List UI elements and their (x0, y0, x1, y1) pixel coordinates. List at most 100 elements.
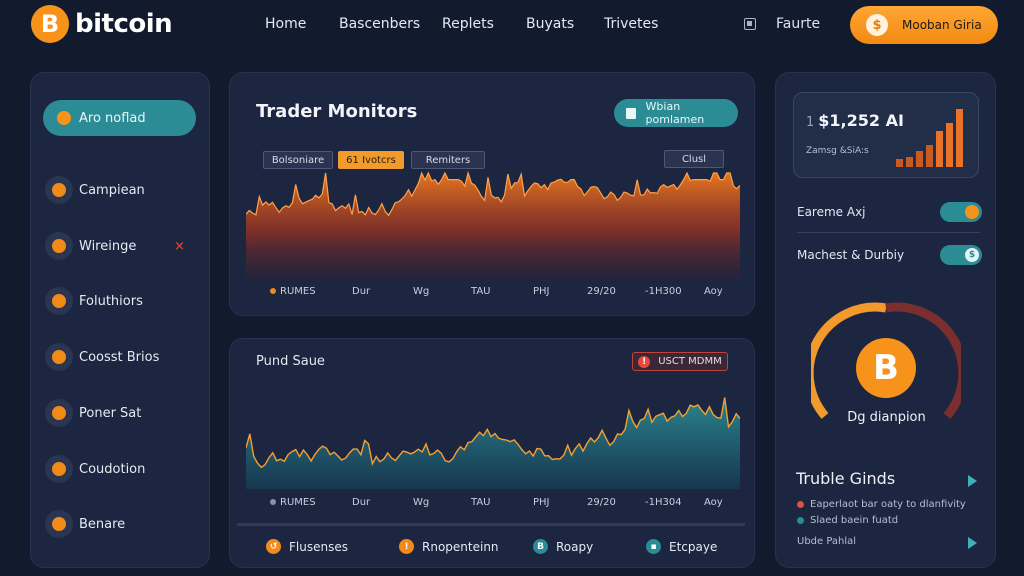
nav-favorite[interactable]: Faurte (744, 16, 820, 32)
nav-item-replets[interactable]: Replets (442, 16, 494, 32)
cta-label: Mooban Giria (902, 18, 982, 32)
x-axis-label: PHJ (533, 497, 550, 508)
mini-bar (956, 109, 963, 167)
x-axis-label: 29/20 (587, 286, 616, 297)
sidebar-item-poner-sat[interactable]: Poner Sat (45, 398, 205, 428)
chart-legend: RUMES (270, 286, 316, 297)
sidebar-item-label: Poner Sat (79, 405, 142, 421)
mini-bar (936, 131, 943, 167)
chart-legend: RUMES (270, 497, 316, 508)
mini-bar (916, 151, 923, 167)
dollar-icon: $ (965, 248, 979, 262)
x-axis-label: Dur (352, 497, 371, 508)
bottom-item-flusenses[interactable]: ↺ Flusenses (266, 539, 348, 554)
dollar-icon: $ (866, 14, 888, 36)
nav-item-trivetes[interactable]: Trivetes (604, 16, 659, 32)
trouble-item-label: Eaperlaot bar oaty to dlanfivity (810, 499, 966, 510)
price-card: 1 $1,252 AI Zamsg &SiA:s (793, 92, 979, 178)
wallet-icon: ▪ (646, 539, 661, 554)
alert-icon: ! (638, 355, 651, 368)
warning-chip[interactable]: ! USCT MDMM (632, 352, 728, 371)
bottom-item-roapy[interactable]: B Roapy (533, 539, 593, 554)
trouble-item-label: Slaed baein fuatd (810, 515, 899, 526)
bitcoin-coin-icon: B (31, 5, 69, 43)
toggle-switch[interactable] (940, 202, 982, 222)
sidebar-item-active[interactable]: Aro noflad (43, 100, 196, 136)
bottom-item-label: Rnopenteinn (422, 539, 499, 554)
sidebar-item-label: Campiean (79, 182, 145, 198)
toggle-machest[interactable]: Machest & Durbiy $ (797, 243, 982, 267)
x-axis-label: Aoy (704, 497, 723, 508)
trader-monitor-panel: Trader Monitors Wbian pomlamen Bolsoniar… (229, 72, 755, 316)
panel-title: Pund Saue (256, 354, 325, 369)
toggle-switch[interactable]: $ (940, 245, 982, 265)
x-axis-label: -1H304 (645, 497, 682, 508)
brand-logo[interactable]: B bitcoin (31, 5, 173, 43)
price-value: 1 $1,252 AI (806, 111, 904, 130)
toggle-knob (965, 205, 979, 219)
coin-icon (57, 111, 71, 125)
nav-item-bascenbers[interactable]: Bascenbers (339, 16, 421, 32)
warning-label: USCT MDMM (658, 356, 722, 367)
nav-item-home[interactable]: Home (265, 16, 307, 32)
trouble-title: Truble Ginds (796, 469, 896, 488)
x-axis-label: 29/20 (587, 497, 616, 508)
sidebar-item-label: Aro noflad (79, 110, 146, 126)
price-area-chart (246, 171, 740, 279)
trouble-item[interactable]: Slaed baein fuatd (797, 515, 898, 526)
nav-item-buyats[interactable]: Buyats (526, 16, 575, 32)
status-dot (797, 517, 804, 524)
clusl-chip[interactable]: Clusl (664, 150, 724, 168)
price-subtitle: Zamsg &SiA:s (806, 146, 869, 156)
x-axis-label: PHJ (533, 286, 550, 297)
sidebar-item-label: Coosst Brios (79, 349, 160, 365)
tab-remiters[interactable]: Remiters (411, 151, 485, 169)
nav-favorite-label: Faurte (776, 16, 821, 32)
mini-bar (926, 145, 933, 167)
panel-action-button[interactable]: Wbian pomlamen (614, 99, 738, 127)
sidebar-item-coudotion[interactable]: Coudotion (45, 454, 205, 484)
trouble-footer[interactable]: Ubde Pahlal (797, 536, 857, 547)
refresh-icon: ↺ (266, 539, 281, 554)
document-icon (626, 107, 636, 119)
trouble-item[interactable]: Eaperlaot bar oaty to dlanfivity (797, 499, 966, 510)
status-dot (797, 501, 804, 508)
legend-dot (270, 499, 276, 505)
bottom-item-rnopenteinn[interactable]: ! Rnopenteinn (399, 539, 499, 554)
bottom-item-etcpaye[interactable]: ▪ Etcpaye (646, 539, 717, 554)
x-axis-label: Wg (413, 286, 430, 297)
toggle-label: Machest & Durbiy (797, 248, 905, 262)
toggle-eareme[interactable]: Eareme Axj (797, 200, 982, 224)
close-icon[interactable]: × (174, 238, 185, 254)
play-arrow-icon[interactable] (968, 475, 977, 487)
bitcoin-icon: B (533, 539, 548, 554)
gauge-label: Dg dianpion (847, 410, 926, 425)
mini-bar-chart (896, 109, 963, 167)
bottom-item-label: Flusenses (289, 539, 348, 554)
legend-label: RUMES (280, 497, 316, 508)
sidebar: Aro noflad Campiean Wireinge × Foluthior… (30, 72, 210, 568)
x-axis-label: Wg (413, 497, 430, 508)
bottom-item-label: Etcpaye (669, 539, 718, 554)
sidebar-item-foluthiors[interactable]: Foluthiors (45, 286, 205, 316)
volume-area-chart (246, 397, 740, 489)
play-arrow-icon[interactable] (968, 537, 977, 549)
sidebar-item-label: Foluthiors (79, 293, 143, 309)
bottom-item-label: Roapy (556, 539, 594, 554)
legend-dot (270, 288, 276, 294)
x-axis-label: TAU (471, 286, 491, 297)
tab-ivotcrs[interactable]: 61 Ivotcrs (338, 151, 404, 169)
x-axis-label: Aoy (704, 286, 723, 297)
sidebar-item-benare[interactable]: Benare (45, 509, 205, 539)
gear-icon (45, 287, 73, 315)
sidebar-item-wireinge[interactable]: Wireinge × (45, 231, 205, 261)
sidebar-item-coosst-brios[interactable]: Coosst Brios (45, 342, 205, 372)
tab-bolsoniare[interactable]: Bolsoniare (263, 151, 333, 169)
brand-name: bitcoin (75, 9, 173, 39)
top-bar: B bitcoin Home Bascenbers Replets Buyats… (0, 0, 1024, 58)
cta-button[interactable]: $ Mooban Giria (850, 6, 998, 44)
divider (237, 523, 745, 526)
x-axis-label: -1H300 (645, 286, 682, 297)
coin-icon (45, 343, 73, 371)
sidebar-item-campiean[interactable]: Campiean (45, 175, 205, 205)
